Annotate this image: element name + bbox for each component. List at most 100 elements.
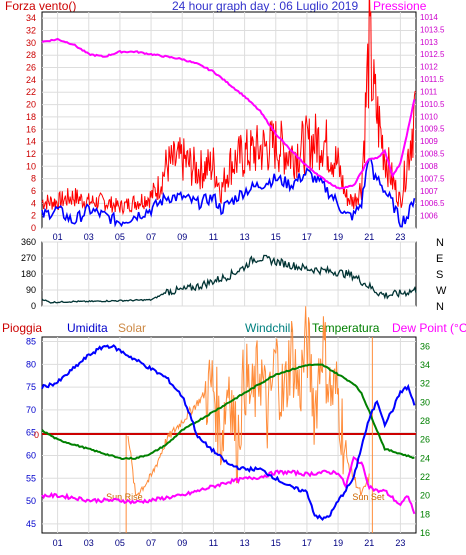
y-left-tick-label: 6 bbox=[31, 186, 36, 196]
y-right-tick-label: 1008 bbox=[420, 162, 438, 171]
y-left-tick-label: 28 bbox=[26, 50, 36, 60]
direction-tick-label: 0 bbox=[31, 301, 36, 311]
x-tick-label: 13 bbox=[240, 538, 250, 548]
x-tick-label: 03 bbox=[84, 232, 94, 242]
humidity-tick-label: 60 bbox=[26, 451, 36, 461]
y-left-tick-label: 10 bbox=[26, 161, 36, 171]
temperature-tick-label: 34 bbox=[420, 360, 430, 370]
humidity-header: Umidita bbox=[67, 321, 108, 335]
x-tick-label: 13 bbox=[240, 232, 250, 242]
compass-label: N bbox=[436, 237, 444, 249]
y-left-tick-label: 2 bbox=[31, 211, 36, 221]
y-left-tick-label: 34 bbox=[26, 13, 36, 23]
y-right-tick-label: 1010.5 bbox=[420, 100, 445, 109]
x-tick-label: 23 bbox=[395, 232, 405, 242]
chart-title: 24 hour graph day : 06 Luglio 2019 bbox=[172, 0, 358, 13]
y-left-tick-label: 22 bbox=[26, 87, 36, 97]
x-tick-label: 21 bbox=[364, 538, 374, 548]
temperature-tick-label: 26 bbox=[420, 435, 430, 445]
sunset-label: Sun Set bbox=[352, 492, 385, 502]
temperature-tick-label: 32 bbox=[420, 379, 430, 389]
compass-label: S bbox=[436, 269, 443, 281]
humidity-series bbox=[41, 344, 416, 522]
x-tick-label: 21 bbox=[364, 232, 374, 242]
wind-gust-series bbox=[41, 0, 416, 216]
x-tick-label: 17 bbox=[302, 538, 312, 548]
temperature-tick-label: 20 bbox=[420, 491, 430, 501]
humidity-tick-label: 55 bbox=[26, 473, 36, 483]
temperature-tick-label: 22 bbox=[420, 472, 430, 482]
x-tick-label: 05 bbox=[115, 538, 125, 548]
temperature-tick-label: 24 bbox=[420, 453, 430, 463]
y-right-tick-label: 1006.5 bbox=[420, 199, 445, 208]
y-right-tick-label: 1009.5 bbox=[420, 125, 445, 134]
rain-zero-label: 0 bbox=[34, 430, 39, 440]
x-tick-label: 03 bbox=[84, 538, 94, 548]
x-tick-label: 07 bbox=[146, 232, 156, 242]
x-tick-label: 07 bbox=[146, 538, 156, 548]
wind-speed-series bbox=[41, 157, 416, 228]
dewpoint-series bbox=[41, 455, 416, 515]
humidity-tick-label: 75 bbox=[26, 382, 36, 392]
humidity-tick-label: 80 bbox=[26, 359, 36, 369]
direction-tick-label: 270 bbox=[21, 253, 36, 263]
y-left-tick-label: 8 bbox=[31, 174, 36, 184]
y-left-tick-label: 20 bbox=[26, 100, 36, 110]
y-left-tick-label: 18 bbox=[26, 112, 36, 122]
x-tick-label: 01 bbox=[53, 232, 63, 242]
compass-label: N bbox=[436, 301, 444, 313]
temperature-header: Temperatura bbox=[312, 321, 380, 335]
y-right-tick-label: 1007.5 bbox=[420, 174, 445, 183]
y-left-tick-label: 24 bbox=[26, 75, 36, 85]
y-right-tick-label: 1013.5 bbox=[420, 25, 445, 34]
humidity-tick-label: 70 bbox=[26, 405, 36, 415]
y-right-tick-label: 1011 bbox=[420, 87, 438, 96]
direction-tick-label: 360 bbox=[21, 237, 36, 247]
y-left-tick-label: 32 bbox=[26, 26, 36, 36]
wind-force-label: Forza vento() bbox=[5, 0, 76, 13]
direction-tick-label: 90 bbox=[26, 285, 36, 295]
y-right-tick-label: 1011.5 bbox=[420, 75, 444, 84]
compass-label: E bbox=[436, 253, 443, 265]
y-right-tick-label: 1007 bbox=[420, 187, 438, 196]
y-right-tick-label: 1009 bbox=[420, 137, 438, 146]
y-right-tick-label: 1014 bbox=[420, 13, 438, 22]
dewpoint-header: Dew Point (°C) bbox=[392, 321, 466, 335]
y-right-tick-label: 1012.5 bbox=[420, 50, 445, 59]
x-tick-label: 11 bbox=[209, 538, 218, 548]
x-tick-label: 09 bbox=[177, 232, 187, 242]
direction-tick-label: 180 bbox=[21, 269, 36, 279]
x-tick-label: 19 bbox=[333, 232, 343, 242]
wind-direction-series bbox=[41, 254, 417, 304]
temperature-tick-label: 36 bbox=[420, 341, 430, 351]
y-left-tick-label: 30 bbox=[26, 38, 36, 48]
y-left-tick-label: 16 bbox=[26, 124, 36, 134]
x-tick-label: 05 bbox=[115, 232, 125, 242]
sunrise-label: Sun Rise bbox=[106, 492, 143, 502]
y-right-tick-label: 1008.5 bbox=[420, 150, 445, 159]
temperature-tick-label: 16 bbox=[420, 528, 430, 538]
solar-series bbox=[127, 306, 370, 497]
y-right-tick-label: 1013 bbox=[420, 38, 438, 47]
y-left-tick-label: 0 bbox=[31, 223, 36, 233]
temperature-tick-label: 18 bbox=[420, 509, 430, 519]
y-left-tick-label: 14 bbox=[26, 137, 36, 147]
y-right-tick-label: 1006 bbox=[420, 212, 438, 221]
y-left-tick-label: 12 bbox=[26, 149, 36, 159]
humidity-tick-label: 65 bbox=[26, 428, 36, 438]
x-tick-label: 15 bbox=[271, 538, 281, 548]
windchill-header: Windchill bbox=[245, 321, 293, 335]
humidity-tick-label: 85 bbox=[26, 337, 36, 347]
x-tick-label: 09 bbox=[177, 538, 187, 548]
x-tick-label: 19 bbox=[333, 538, 343, 548]
x-tick-label: 15 bbox=[271, 232, 281, 242]
y-left-tick-label: 26 bbox=[26, 63, 36, 73]
x-tick-label: 11 bbox=[209, 232, 218, 242]
compass-label: W bbox=[436, 285, 447, 297]
x-tick-label: 23 bbox=[395, 538, 405, 548]
x-tick-label: 01 bbox=[53, 538, 63, 548]
temperature-tick-label: 30 bbox=[420, 397, 430, 407]
pressure-label: Pressione bbox=[373, 0, 427, 13]
